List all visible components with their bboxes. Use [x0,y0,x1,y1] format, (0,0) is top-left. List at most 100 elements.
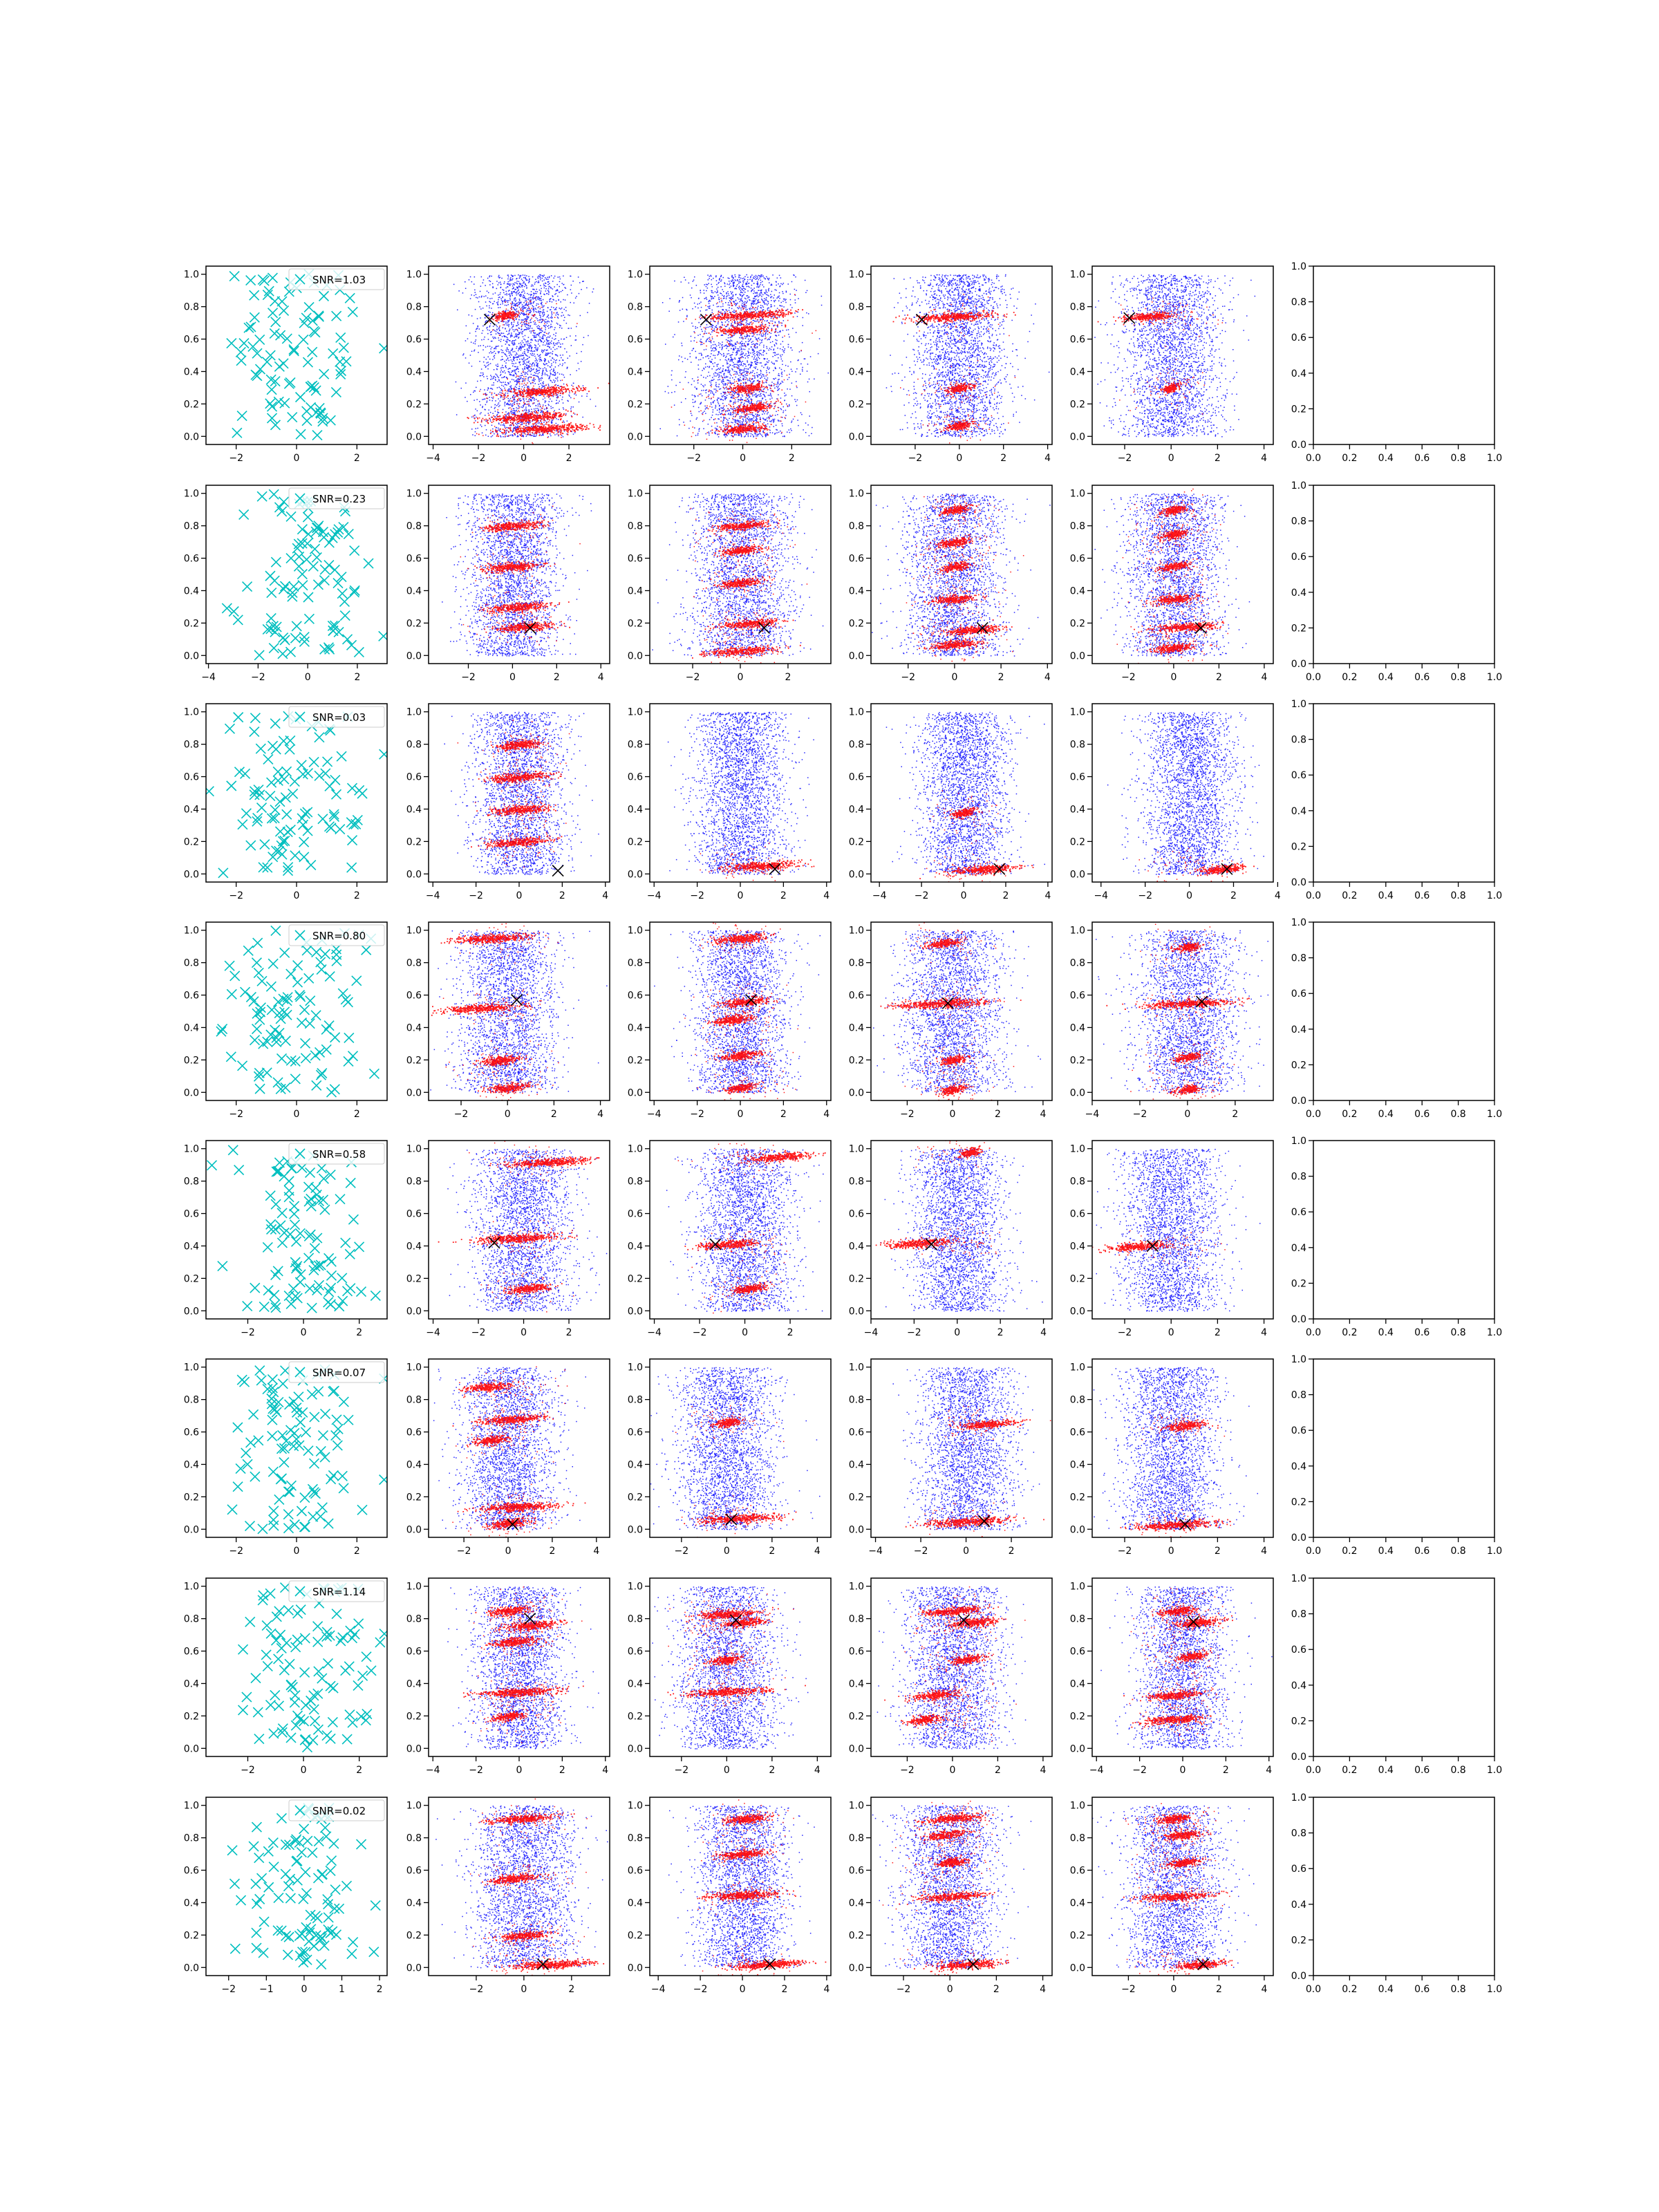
row1-sample-panel-point-15 [319,575,330,586]
row7-sample-panel-point-90 [312,1913,323,1924]
row6-empty-panel-ytick-label-3: 0.6 [1291,1644,1306,1656]
row7-sample-panel-point-60 [281,1930,292,1942]
row3-panel4-xtick-label-3: 2 [1232,1109,1238,1120]
row3-sample-panel-point-56 [330,1032,341,1043]
row2-sample-panel-point-28 [317,814,328,825]
row6-empty-panel-frame [1313,1577,1495,1757]
row3-sample-panel-legend-box [288,924,385,946]
row7-panel1-xtick-label-0: −2 [469,1984,484,1995]
row2-sample-panel-point-79 [328,811,340,822]
row7-sample-panel-xtick-label-1: −1 [259,1984,274,1995]
row4-panel1-blue-points [447,1149,608,1312]
row1-panel4-blue-points [1094,493,1250,657]
row6-sample-panel-point-69 [290,1690,301,1701]
row2-sample-panel-point-10 [249,786,261,797]
row7-sample-panel-point-40 [307,1847,318,1858]
row2-sample-panel-point-69 [314,732,325,743]
row5-panel2-red-band-1 [675,1404,785,1445]
row2-empty-panel-ytick-label-5: 1.0 [1291,699,1306,710]
row5-sample-panel-point-82 [293,1391,304,1403]
row7-panel1-ytick-label-3: 0.6 [406,1866,422,1877]
row6-sample-panel-point-90 [321,1627,332,1638]
row7-sample-panel-point-52 [304,1927,315,1938]
row2-panel3-ytick-label-3: 0.6 [849,772,864,783]
row4-sample-panel-point-36 [309,1243,320,1254]
row5-sample-panel-point-54 [266,1393,277,1404]
row1-sample-panel-point-17 [302,538,313,549]
row2-panel3-frame [870,703,1053,883]
row3-panel3-xtick-label-1: 0 [949,1109,955,1120]
row5-sample-panel-legend-marker [294,1367,306,1378]
row0-empty-panel-ytick-label-4: 0.8 [1291,297,1306,308]
row0-panel1-ytick-label-2: 0.4 [406,366,422,377]
row2-empty-panel-xtick-label-5: 1.0 [1487,890,1502,901]
row3-sample-panel-frame [205,921,388,1101]
row3-panel3-xtick-label-2: 2 [995,1109,1001,1120]
row3-panel4-ytick-label-5: 1.0 [1070,926,1085,937]
row2-panel3-center-marker [993,863,1006,875]
row6-panel3-red-band-0 [910,1586,1000,1635]
row7-panel3-ytick-label-2: 0.4 [849,1897,864,1909]
row2-panel2-ytick-label-4: 0.8 [628,740,643,751]
row3-sample-panel-point-7 [290,1074,301,1085]
row4-sample-panel-xtick-label-2: 2 [356,1327,362,1338]
row6-panel4-ytick-label-0: 0.0 [1070,1743,1085,1754]
row7-panel3-xtick-label-2: 2 [993,1984,1000,1995]
row6-panel1-frame [428,1577,610,1757]
row0-sample-panel-point-34 [278,305,290,316]
row5-sample-panel-point-41 [299,1521,310,1533]
row2-sample-panel-point-83 [299,808,310,819]
row0-sample-panel-point-73 [283,378,294,389]
row0-empty-panel-ytick-label-2: 0.4 [1291,368,1306,379]
row7-sample-panel-points [227,1803,381,1970]
row2-sample-panel-point-37 [258,862,269,873]
row2-panel3: −4 −2 0 2 4 0.0 0.2 0.4 0.6 0.8 1.0 [849,703,1053,901]
row2-sample-panel-point-66 [270,744,281,755]
row4-empty-panel-ytick-label-3: 0.6 [1291,1207,1306,1218]
row3-panel2-frame [649,921,832,1101]
row4-sample-panel-point-20 [217,1260,228,1272]
row7-panel2-xtick-label-0: −4 [651,1984,666,1995]
row4-empty-panel-xtick-label-4: 0.8 [1450,1327,1465,1338]
row1-empty-panel-xtick-label-0: 0.0 [1306,672,1321,683]
row2-empty-panel-ytick-label-1: 0.2 [1291,841,1306,852]
row3-sample-panel-point-95 [275,1083,286,1094]
row0-panel2-center-marker [700,313,712,326]
row2-panel4-ytick-label-5: 1.0 [1070,707,1085,718]
row3-panel3-red-band-0 [906,922,997,964]
row6-sample-panel-xtick-label-2: 2 [356,1765,362,1776]
row2-sample-panel-point-5 [279,835,290,846]
row5-sample-panel-point-20 [273,1396,284,1408]
row4-panel4: −2 0 2 4 0.0 0.2 0.4 0.6 0.8 1.0 [1070,1140,1274,1338]
row7-sample-panel-ytick-label-5: 1.0 [184,1801,199,1812]
row6-panel3-xtick-label-0: −2 [900,1765,915,1776]
row6-panel3-xtick-label-1: 0 [949,1765,955,1776]
row2-empty-panel-ytick-label-3: 0.6 [1291,770,1306,781]
row3-sample-panel-point-92 [299,1004,310,1015]
row7-sample-panel-point-98 [319,1822,330,1833]
row2-panel1-center-marker [552,865,564,877]
row5-sample-panel-point-73 [268,1515,279,1526]
row5-panel3-center-marker [978,1515,991,1528]
row1-panel4-ytick-label-1: 0.2 [1070,618,1085,629]
row1-panel1-center-marker [524,621,536,634]
row1-panel2-ytick-label-2: 0.4 [628,585,643,597]
row7-sample-panel-point-50 [291,1834,302,1845]
row2-sample-panel-point-15 [270,804,281,816]
row3-sample-panel-ytick-label-1: 0.2 [184,1055,199,1066]
row0-sample-panel-point-80 [298,334,309,346]
row2-sample-panel-point-16 [206,786,214,797]
row5-sample-panel-point-43 [257,1524,268,1535]
row2-panel1-xtick-label-0: −4 [426,890,440,901]
row3-panel1-red-band-1 [431,989,551,1034]
row7-panel1-ytick-label-4: 0.8 [406,1833,422,1844]
row6-panel4-xtick-label-2: 0 [1180,1765,1186,1776]
row7-sample-panel-point-49 [328,1838,339,1849]
row0-sample-panel-point-18 [302,357,314,368]
row7-sample-panel-point-4 [235,1895,247,1906]
row7-sample-panel-point-69 [330,1884,341,1895]
row3-panel1-ytick-label-5: 1.0 [406,926,422,937]
row7-panel1-frame [428,1797,610,1976]
row1-panel2-frame [649,485,832,664]
row1-sample-panel-ytick-label-1: 0.2 [184,618,199,629]
